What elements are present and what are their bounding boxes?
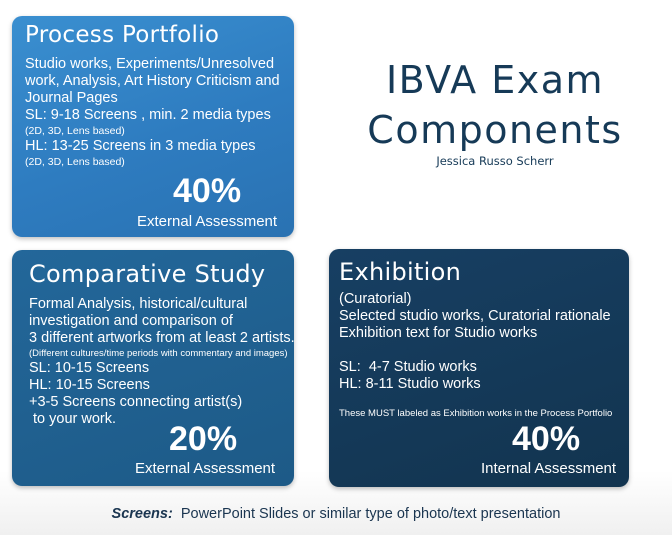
page-title-line-2: Components — [367, 108, 623, 152]
exhibition-line: Exhibition text for Studio works — [339, 325, 538, 341]
process-portfolio-hl-note: (2D, 3D, Lens based) — [25, 156, 125, 168]
comparative-study-line: investigation and comparison of — [29, 313, 233, 329]
exhibition-line: Selected studio works, Curatorial ration… — [339, 308, 611, 324]
comparative-study-title: Comparative Study — [29, 260, 266, 288]
process-portfolio-line: work, Analysis, Art History Criticism an… — [25, 73, 280, 89]
exhibition-hl: HL: 8-11 Studio works — [339, 376, 481, 392]
comparative-study-extra: +3-5 Screens connecting artist(s) — [29, 394, 243, 410]
comparative-study-hl: HL: 10-15 Screens — [29, 377, 150, 393]
author-name: Jessica Russo Scherr — [436, 154, 554, 168]
comparative-study-percent: 20% — [169, 420, 238, 458]
exhibition-spacer — [339, 342, 611, 359]
process-portfolio-assessment: External Assessment — [137, 213, 278, 230]
page-title-line-1: IBVA Exam — [385, 58, 605, 102]
exhibition-title: Exhibition — [339, 258, 462, 286]
footer-text: PowerPoint Slides or similar type of pho… — [172, 506, 561, 522]
comparative-study-card: Comparative Study Formal Analysis, histo… — [12, 250, 295, 486]
exhibition-sl: SL: 4-7 Studio works — [339, 359, 477, 375]
process-portfolio-percent: 40% — [173, 172, 242, 210]
exhibition-line: (Curatorial) — [339, 291, 412, 307]
exhibition-note: These MUST labeled as Exhibition works i… — [339, 408, 613, 419]
comparative-study-extra: to your work. — [29, 411, 117, 427]
process-portfolio-line: Journal Pages — [25, 90, 118, 106]
process-portfolio-sl: SL: 9-18 Screens , min. 2 media types — [25, 107, 271, 123]
comparative-study-sl: SL: 10-15 Screens — [29, 360, 150, 376]
footer-note: Screens: PowerPoint Slides or similar ty… — [0, 506, 672, 522]
comparative-study-note: (Different cultures/time periods with co… — [29, 348, 288, 359]
exhibition-card: Exhibition (Curatorial) Selected studio … — [329, 249, 629, 487]
comparative-study-line: Formal Analysis, historical/cultural — [29, 296, 248, 312]
process-portfolio-line: Studio works, Experiments/Unresolved — [25, 56, 275, 72]
exhibition-assessment: Internal Assessment — [481, 460, 617, 477]
comparative-study-assessment: External Assessment — [135, 460, 276, 477]
footer-label: Screens: — [111, 506, 173, 522]
process-portfolio-title: Process Portfolio — [25, 22, 220, 48]
exhibition-description: (Curatorial) Selected studio works, Cura… — [339, 291, 611, 393]
process-portfolio-hl: HL: 13-25 Screens in 3 media types — [25, 138, 256, 154]
process-portfolio-card: Process Portfolio Studio works, Experime… — [12, 16, 294, 237]
comparative-study-description: Formal Analysis, historical/cultural inv… — [29, 296, 295, 428]
process-portfolio-description: Studio works, Experiments/Unresolved wor… — [25, 56, 280, 169]
comparative-study-line: 3 different artworks from at least 2 art… — [29, 330, 295, 346]
exhibition-note-wrap: These MUST labeled as Exhibition works i… — [339, 407, 612, 421]
exhibition-percent: 40% — [512, 420, 581, 458]
process-portfolio-sl-note: (2D, 3D, Lens based) — [25, 125, 125, 137]
